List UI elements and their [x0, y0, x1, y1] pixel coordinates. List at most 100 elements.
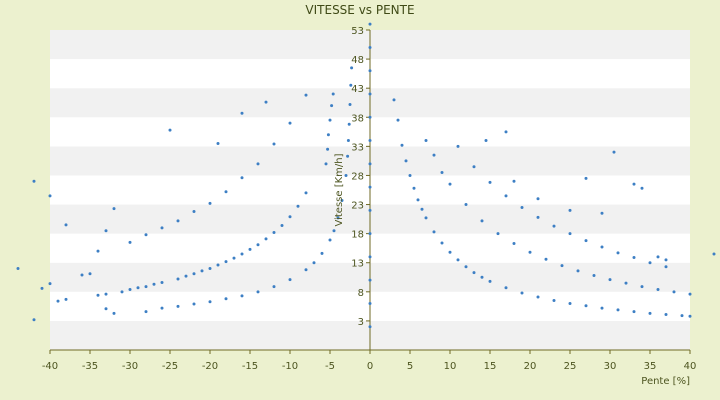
data-point — [656, 255, 660, 259]
data-point — [584, 304, 588, 308]
data-point — [326, 133, 330, 137]
data-point — [640, 285, 644, 289]
data-point — [320, 251, 324, 255]
data-point — [536, 197, 540, 201]
data-point — [312, 261, 316, 265]
data-point — [616, 308, 620, 312]
data-point — [568, 232, 572, 236]
x-tick-label: 40 — [684, 361, 697, 372]
data-point — [32, 179, 36, 183]
data-point — [16, 267, 20, 271]
data-point — [368, 301, 372, 305]
data-point — [48, 282, 52, 286]
data-point — [464, 203, 468, 207]
data-point — [256, 162, 260, 166]
data-point — [520, 205, 524, 209]
data-point — [504, 286, 508, 290]
data-point — [656, 287, 660, 291]
data-point — [272, 230, 276, 234]
data-point — [536, 215, 540, 219]
data-point — [288, 278, 292, 282]
data-point — [368, 139, 372, 143]
data-point — [350, 66, 354, 70]
data-point — [152, 282, 156, 286]
y-tick-label: 33 — [351, 142, 364, 153]
data-point — [264, 100, 268, 104]
data-point — [496, 232, 500, 236]
data-point — [504, 194, 508, 198]
data-point — [160, 226, 164, 230]
data-point — [56, 299, 60, 303]
data-point — [440, 171, 444, 175]
data-point — [248, 247, 252, 251]
y-tick-label: 23 — [351, 201, 364, 212]
data-point — [480, 219, 484, 223]
data-point — [368, 162, 372, 166]
x-tick-label: 20 — [524, 361, 537, 372]
data-point — [346, 154, 350, 158]
data-point — [40, 286, 44, 290]
data-point — [192, 272, 196, 276]
x-tick-label: 5 — [407, 361, 413, 372]
data-point — [424, 216, 428, 220]
data-point — [456, 258, 460, 262]
data-point — [128, 240, 132, 244]
x-tick-label: -25 — [162, 361, 178, 372]
data-point — [368, 232, 372, 236]
data-point — [216, 141, 220, 145]
y-tick-label: 18 — [351, 230, 364, 241]
data-point — [600, 211, 604, 215]
data-point — [112, 311, 116, 315]
data-point — [400, 143, 404, 147]
data-point — [32, 318, 36, 322]
data-point — [272, 142, 276, 146]
data-point — [464, 265, 468, 269]
data-point — [240, 176, 244, 180]
x-axis-label: Pente [%] — [641, 376, 690, 387]
data-point — [368, 92, 372, 96]
data-points — [16, 22, 716, 329]
y-tick-label: 38 — [351, 113, 364, 124]
data-point — [480, 275, 484, 279]
data-point — [368, 45, 372, 49]
data-point — [432, 153, 436, 157]
data-point — [240, 252, 244, 256]
data-point — [616, 251, 620, 255]
data-point — [288, 121, 292, 125]
data-point — [120, 290, 124, 294]
data-point — [392, 98, 396, 102]
data-point — [424, 139, 428, 143]
data-point — [368, 185, 372, 189]
data-point — [332, 229, 336, 233]
data-point — [340, 198, 344, 202]
data-point — [216, 263, 220, 267]
y-tick-label: 43 — [351, 84, 364, 95]
data-point — [512, 242, 516, 246]
data-point — [168, 128, 172, 132]
data-point — [96, 249, 100, 253]
data-point — [326, 147, 330, 151]
y-tick-label: 3 — [358, 317, 364, 328]
data-point — [404, 159, 408, 163]
data-point — [688, 292, 692, 296]
data-point — [664, 265, 668, 269]
data-point — [112, 207, 116, 211]
data-point — [600, 306, 604, 310]
x-tick-label: -40 — [42, 361, 58, 372]
x-tick-label: -15 — [242, 361, 258, 372]
data-point — [712, 252, 716, 256]
data-point — [344, 173, 348, 177]
y-tick-label: 28 — [351, 171, 364, 182]
data-point — [520, 291, 524, 295]
data-point — [396, 118, 400, 122]
data-point — [608, 278, 612, 282]
data-point — [680, 314, 684, 318]
data-point — [632, 310, 636, 314]
data-point — [648, 311, 652, 315]
data-point — [346, 139, 350, 143]
data-point — [330, 104, 334, 108]
data-point — [48, 194, 52, 198]
y-axis-label: Vitesse [Km/h] — [334, 153, 345, 226]
